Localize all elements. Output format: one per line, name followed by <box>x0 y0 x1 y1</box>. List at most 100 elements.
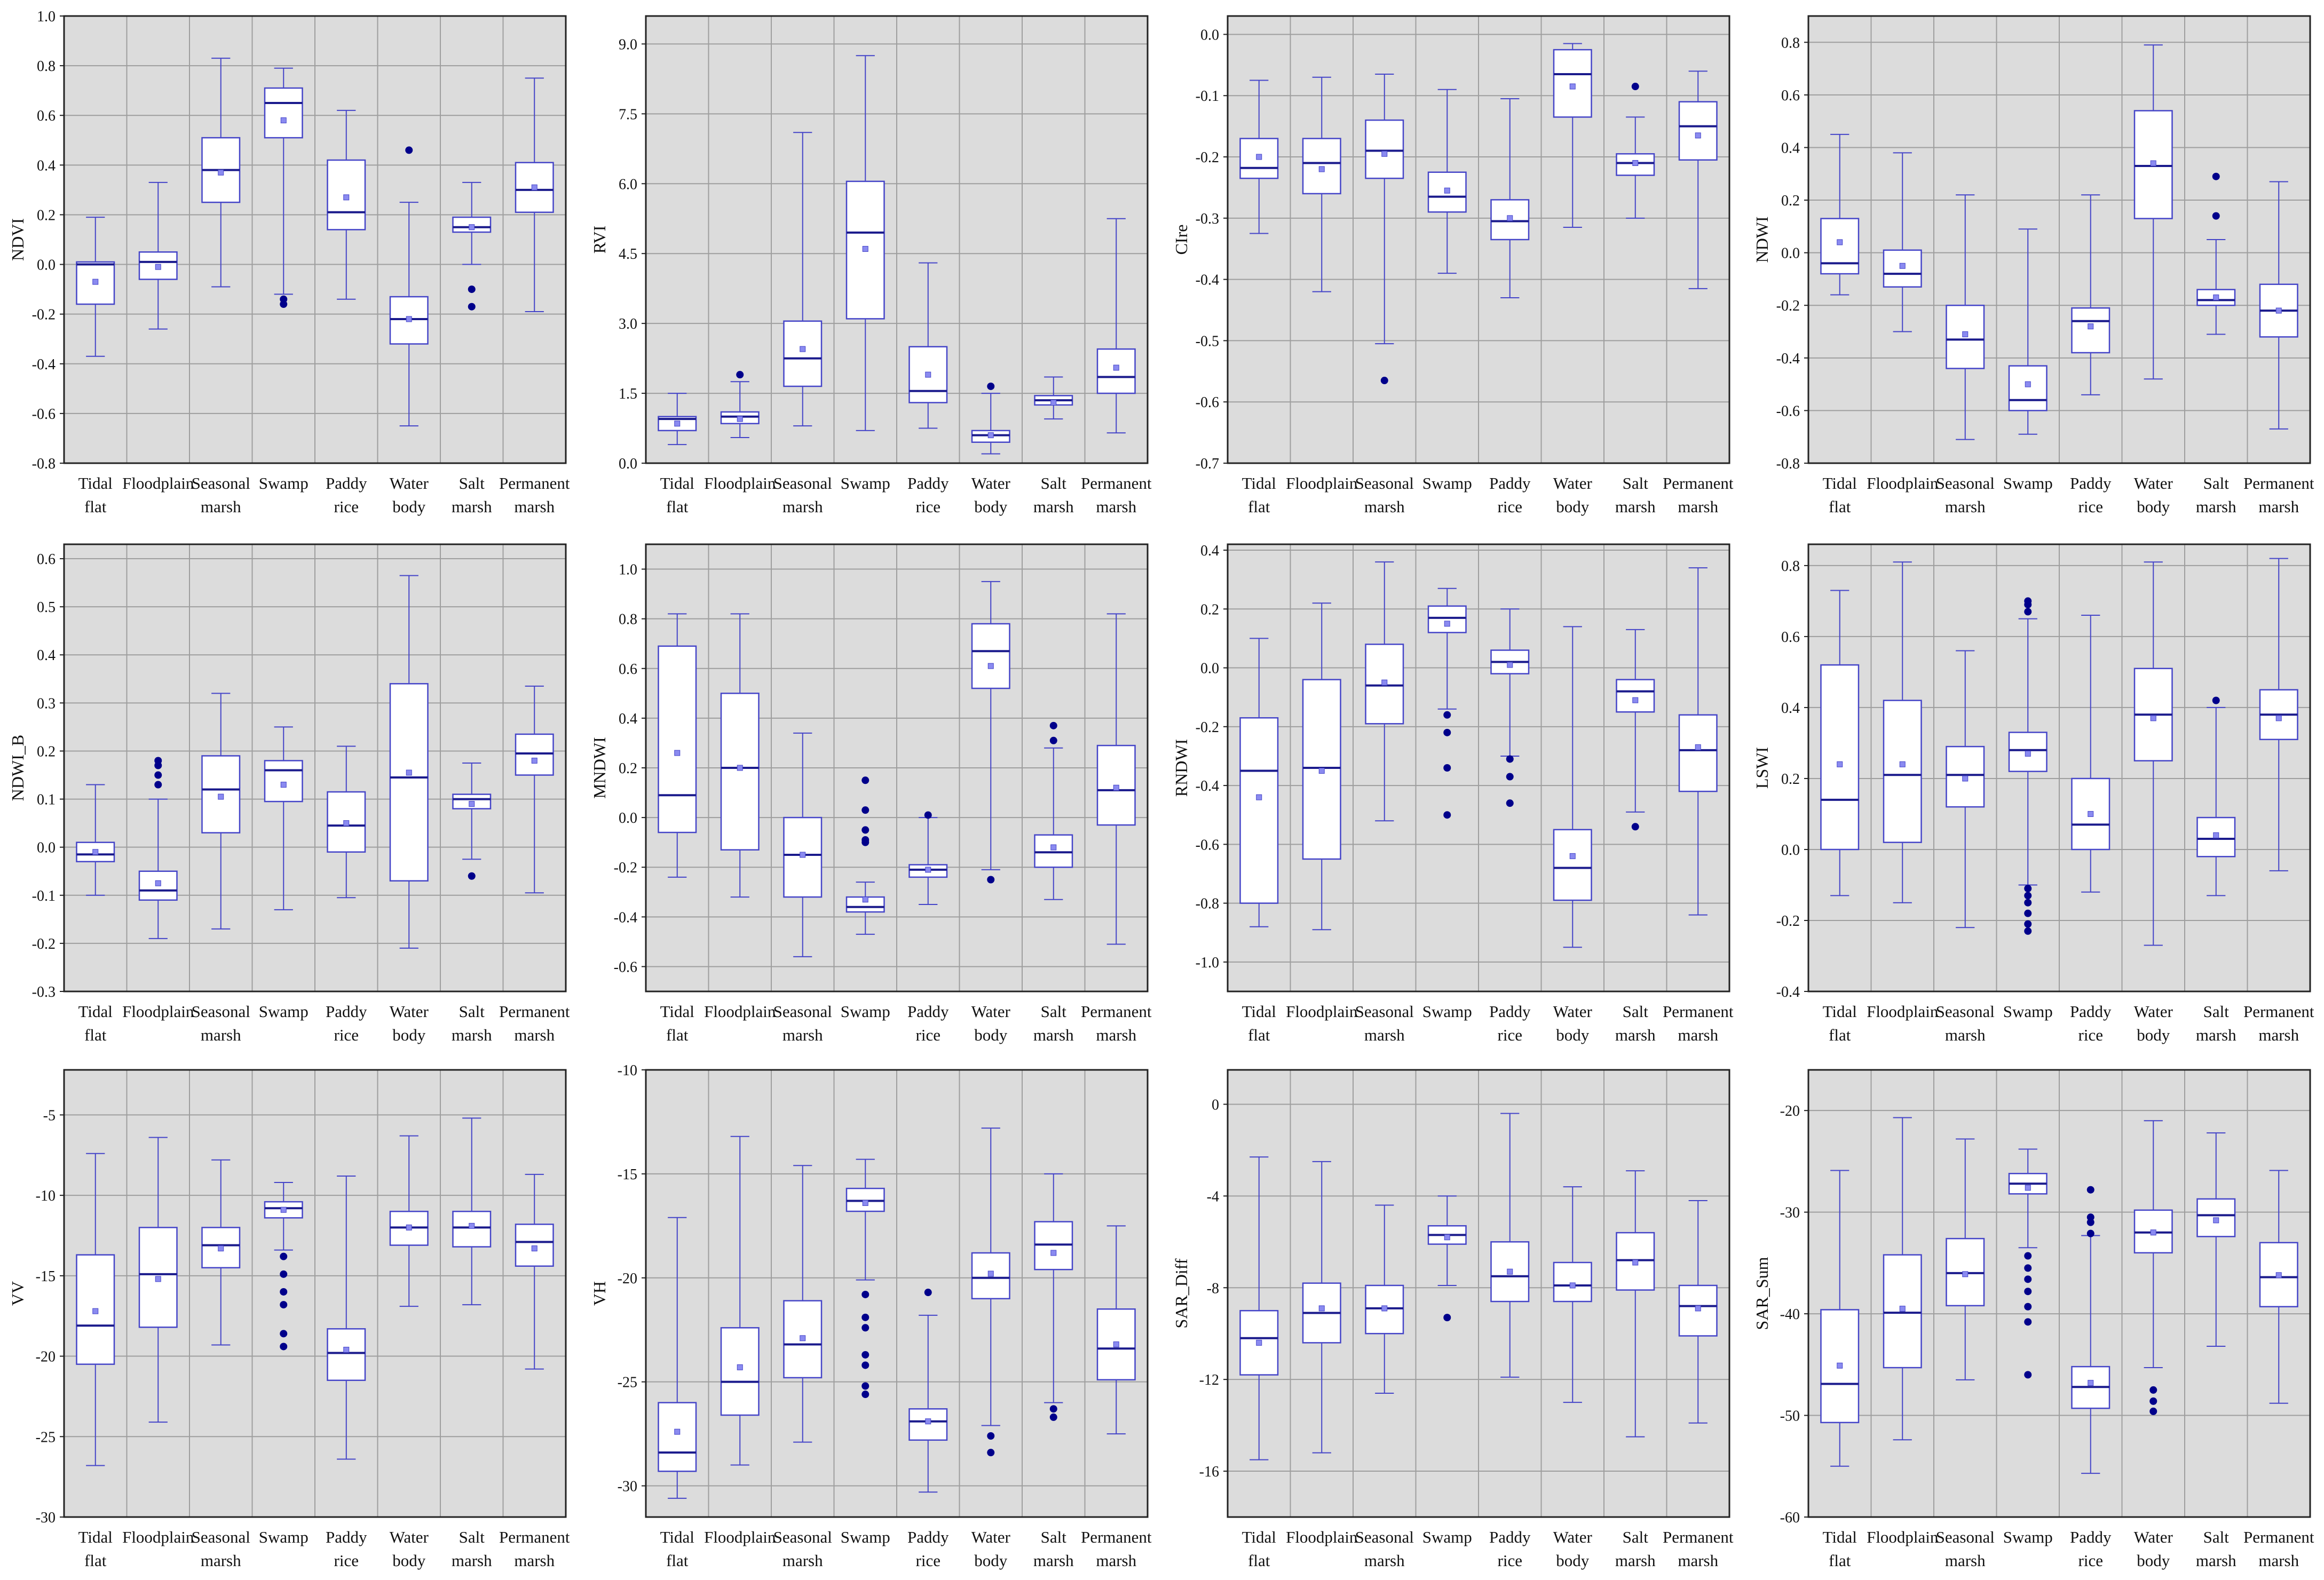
outlier-point <box>468 303 476 311</box>
x-tick-label: Water body <box>2134 1528 2173 1570</box>
x-tick-label: Paddy rice <box>2070 1002 2112 1044</box>
box-swamp <box>1427 587 1467 819</box>
outlier-point <box>2024 597 2032 605</box>
x-tick-label: Tidal flat <box>78 1528 113 1570</box>
mean-marker <box>1256 154 1262 160</box>
iqr-box <box>1096 1308 1136 1381</box>
x-tick-label: Water body <box>1553 474 1593 516</box>
y-tick-label: -40 <box>1780 1306 1800 1323</box>
box-permanent-marsh <box>1678 70 1718 289</box>
mean-marker <box>1569 83 1576 90</box>
x-tick-label: Salt marsh <box>1033 1002 1074 1044</box>
outlier-point <box>1049 1405 1057 1413</box>
x-tick-label: Salt marsh <box>1615 1528 1656 1570</box>
mean-marker <box>2150 1229 2156 1236</box>
y-tick-label: 0.0 <box>1200 661 1219 677</box>
x-tick-label: Permanent marsh <box>2243 474 2314 516</box>
y-tick-label: -25 <box>618 1375 637 1391</box>
outlier-point <box>924 811 932 819</box>
outlier-point <box>1631 83 1639 91</box>
chart-panel-lswi: -0.4 -0.2 0.0 0.2 0.4 0.6 0.8 Tidal flat Floodpla… <box>1744 528 2324 1054</box>
x-tick-label: Water body <box>971 1002 1011 1044</box>
y-tick-label: -0.4 <box>1196 778 1219 795</box>
x-tick-label: Floodplain <box>704 1002 776 1021</box>
box-swamp <box>1427 1195 1467 1322</box>
box-paddy-rice <box>908 811 948 906</box>
iqr-box <box>1302 138 1341 195</box>
x-tick-label: Permanent marsh <box>1081 1002 1152 1044</box>
box-salt-marsh <box>1034 376 1073 420</box>
box-swamp <box>264 726 303 910</box>
x-tick-label: Seasonal marsh <box>192 1528 250 1570</box>
mean-marker <box>737 765 743 771</box>
x-tick-label: Swamp <box>1422 1528 1472 1546</box>
x-tick-label: Water body <box>1553 1528 1593 1570</box>
y-tick-label: 0.0 <box>1781 842 1800 859</box>
chart-panel-cire: -0.7 -0.6 -0.5 -0.4 -0.3 -0.2 -0.1 0.0 Tidal flat… <box>1164 0 1743 526</box>
y-tick-label: -0.2 <box>614 860 637 876</box>
y-axis-label: RVI <box>590 226 609 254</box>
box-paddy-rice <box>327 109 366 300</box>
box-tidal-flat <box>1820 133 1860 296</box>
iqr-box <box>515 733 554 776</box>
y-tick-label: 0 <box>1212 1097 1219 1113</box>
y-axis-label: MNDWI <box>590 737 609 799</box>
mean-marker <box>800 852 806 858</box>
outlier-point <box>2024 920 2032 928</box>
iqr-box <box>2008 365 2048 411</box>
iqr-box <box>1820 664 1860 851</box>
outlier-point <box>2149 1386 2157 1394</box>
x-tick-label: Salt marsh <box>452 474 492 516</box>
iqr-box <box>264 87 303 139</box>
y-tick-label: -60 <box>1780 1510 1800 1526</box>
y-tick-label: -0.4 <box>32 356 56 373</box>
y-tick-label: -0.6 <box>1776 403 1800 419</box>
x-tick-label: Floodplain <box>122 1528 194 1546</box>
outlier-point <box>2212 696 2220 704</box>
box-tidal-flat <box>1820 590 1860 896</box>
box-swamp <box>264 1182 303 1351</box>
plot-frame <box>63 15 567 464</box>
y-tick-label: 1.5 <box>619 386 637 402</box>
box-paddy-rice <box>2071 194 2110 395</box>
x-tick-label: Seasonal marsh <box>1355 474 1414 516</box>
y-tick-label: 0.4 <box>1781 140 1800 156</box>
x-tick-label: Paddy rice <box>326 1002 367 1044</box>
outlier-point <box>2212 172 2220 180</box>
outlier-point <box>2024 1371 2032 1379</box>
mean-marker <box>1444 187 1450 194</box>
iqr-box <box>720 1327 760 1416</box>
y-tick-label: -0.8 <box>32 456 56 472</box>
y-tick-label: 7.5 <box>619 106 637 123</box>
plot-frame <box>1227 1069 1730 1518</box>
box-seasonal-marsh <box>783 732 823 957</box>
mean-marker <box>1695 132 1701 139</box>
outlier-point <box>280 1301 288 1309</box>
x-tick-label: Swamp <box>259 474 309 493</box>
x-tick-label: Paddy rice <box>907 1002 949 1044</box>
x-tick-label: Floodplain <box>1867 1002 1939 1021</box>
x-tick-label: Tidal flat <box>1242 1528 1276 1570</box>
box-salt-marsh <box>1034 1173 1073 1421</box>
outlier-point <box>861 806 869 814</box>
outlier-point <box>1049 721 1057 729</box>
x-tick-label: Seasonal marsh <box>1936 474 1995 516</box>
chart-svg: -0.8 -0.6 -0.4 -0.2 0.0 0.2 0.4 0.6 0.8 1.0 Tidal f… <box>8 9 570 516</box>
plot-frame <box>1807 1069 2311 1518</box>
outlier-point <box>280 1270 288 1278</box>
iqr-box <box>1553 829 1592 901</box>
x-tick-label: Floodplain <box>1286 474 1358 493</box>
mean-marker <box>531 757 537 764</box>
mean-marker <box>2088 811 2094 817</box>
outlier-point <box>1380 377 1388 385</box>
y-tick-label: 0.0 <box>1200 27 1219 43</box>
y-tick-label: -0.1 <box>1196 88 1219 105</box>
outlier-point <box>861 1391 869 1399</box>
x-tick-label: Tidal flat <box>1823 1002 1857 1044</box>
mean-marker <box>531 184 537 190</box>
box-seasonal-marsh <box>201 58 241 288</box>
x-tick-label: Permanent marsh <box>1663 1002 1734 1044</box>
box-paddy-rice <box>908 262 948 429</box>
mean-marker <box>1837 761 1843 767</box>
y-tick-label: 0.2 <box>1781 771 1800 788</box>
